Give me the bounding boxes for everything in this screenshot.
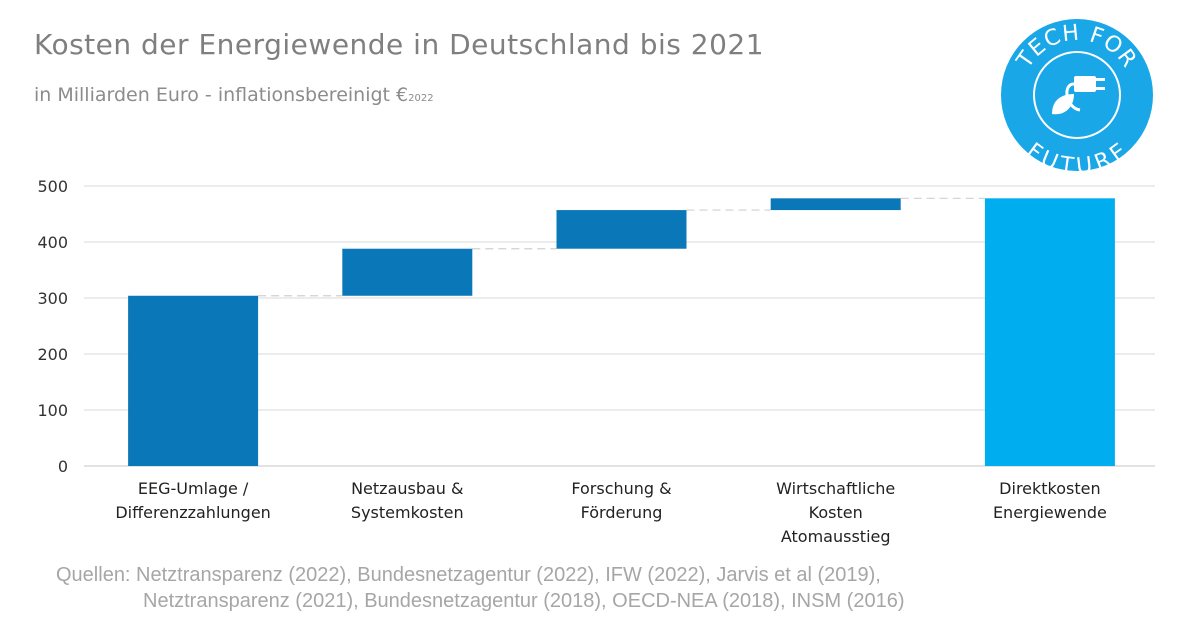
x-tick-label-line: Forschung & [571,479,671,498]
bar-1 [342,248,473,296]
tech-for-future-logo: TECH FOR FUTURE [1001,19,1153,172]
chart-title: Kosten der Energiewende in Deutschland b… [34,28,765,61]
x-tick-label-3: Wirtschaftliche Kosten Atomausstieg [776,479,895,546]
y-tick-label-500: 500 [37,177,68,196]
sources-note: Quellen: Netztransparenz (2022), Bundesn… [56,562,904,614]
y-tick-label-400: 400 [37,233,68,252]
y-axis-ticks: 0 100 200 300 400 500 [37,177,68,476]
bar-2 [556,210,687,249]
x-tick-label-line: Kosten [809,503,863,522]
plug-leaf-icon [1052,76,1105,115]
x-tick-label-line: Energiewende [993,503,1107,522]
y-tick-label-0: 0 [58,457,68,476]
x-tick-label-line: Atomausstieg [781,527,891,546]
bars [128,198,1115,466]
x-tick-label-1: Netzausbau & Systemkosten [351,479,464,522]
x-tick-label-2: Forschung & Förderung [571,479,671,522]
y-tick-label-100: 100 [37,401,68,420]
subtitle-text: in Milliarden Euro - inflationsbereinigt… [34,84,409,106]
connector-lines [258,197,985,297]
y-tick-label-200: 200 [37,345,68,364]
x-tick-label-line: Systemkosten [351,503,464,522]
x-tick-label-line: Förderung [581,503,663,522]
x-axis-labels: EEG-Umlage / Differenzzahlungen Netzausbau… [115,479,1106,546]
y-tick-label-300: 300 [37,289,68,308]
x-tick-label-line: Wirtschaftliche [776,479,895,498]
subtitle-subscript: 2022 [408,93,434,104]
x-tick-label-line: Direktkosten [999,479,1100,498]
bar-3 [770,198,901,211]
chart-subtitle: in Milliarden Euro - inflationsbereinigt… [34,84,434,106]
sources-line-1: Quellen: Netztransparenz (2022), Bundesn… [56,564,881,586]
x-tick-label-line: Differenzzahlungen [115,503,270,522]
x-tick-label-4: Direktkosten Energiewende [993,479,1107,522]
x-tick-label-line: Netzausbau & [351,479,463,498]
bar-4 [984,198,1115,466]
sources-line-2: Netztransparenz (2021), Bundesnetzagentu… [143,590,905,612]
x-tick-label-line: EEG-Umlage / [138,479,249,498]
bar-0 [128,295,259,466]
x-tick-label-0: EEG-Umlage / Differenzzahlungen [115,479,270,522]
